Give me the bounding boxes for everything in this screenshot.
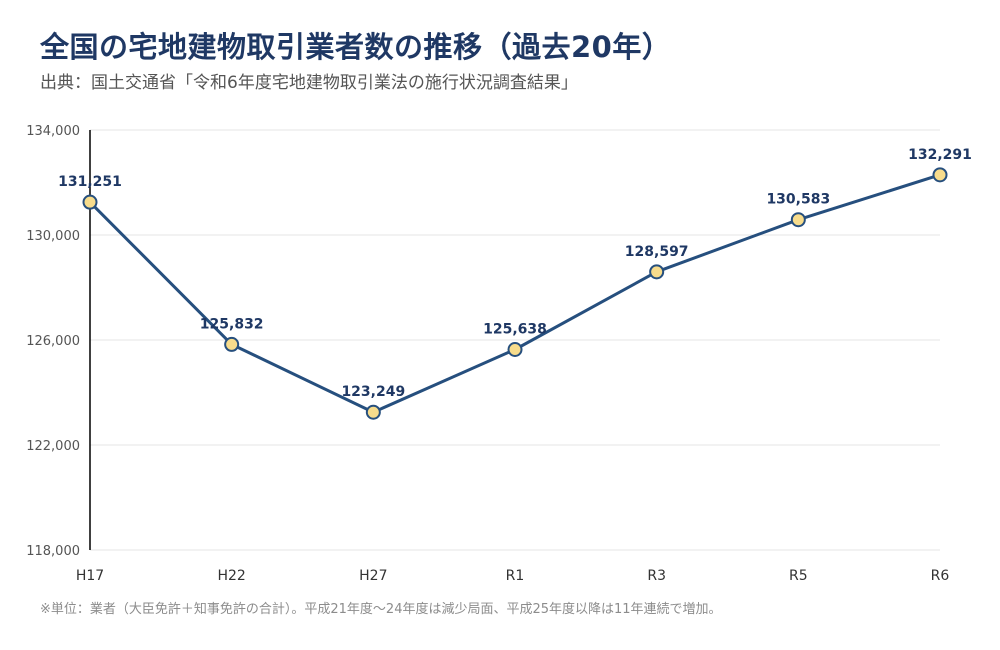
data-label: 125,638 <box>483 322 547 338</box>
x-tick-label: R3 <box>647 568 666 584</box>
y-tick-label: 118,000 <box>26 544 80 559</box>
x-tick-label: H22 <box>217 568 245 584</box>
data-point <box>790 212 806 228</box>
y-tick-label: 122,000 <box>26 439 80 454</box>
chart-title: 全国の宅地建物取引業者数の推移（過去20年） <box>40 30 672 64</box>
y-tick-labels: 118,000 122,000 126,000 130,000 134,000 <box>26 124 80 559</box>
data-point <box>507 342 523 358</box>
data-point <box>365 404 381 420</box>
data-label: 132,291 <box>908 147 972 163</box>
series-line <box>88 173 941 414</box>
x-tick-label: R1 <box>506 568 525 584</box>
x-tick-label: R6 <box>931 568 950 584</box>
x-tick-label: H27 <box>359 568 387 584</box>
y-tick-label: 126,000 <box>26 334 80 349</box>
x-tick-label: R5 <box>789 568 808 584</box>
x-tick-labels: H17 H22 H27 R1 R3 R5 R6 <box>76 568 950 584</box>
data-point <box>82 194 98 210</box>
data-point <box>224 336 240 352</box>
data-point <box>649 264 665 280</box>
footnote: ※単位：業者（大臣免許＋知事免許の合計）。平成21年度〜24年度は減少局面、平成… <box>40 602 722 617</box>
data-label: 128,597 <box>625 244 689 260</box>
data-labels: 131,251 125,832 123,249 125,638 128,597 130,5… <box>58 147 972 400</box>
chart-source: 出典：国土交通省「令和6年度宅地建物取引業法の施行状況調査結果」 <box>40 73 578 93</box>
data-label: 130,583 <box>766 192 830 208</box>
data-label: 131,251 <box>58 174 122 190</box>
data-point <box>932 167 948 183</box>
data-label: 125,832 <box>200 316 264 332</box>
y-tick-label: 130,000 <box>26 229 80 244</box>
y-tick-label: 134,000 <box>26 124 80 139</box>
data-points <box>82 167 948 420</box>
x-tick-label: H17 <box>76 568 104 584</box>
data-label: 123,249 <box>341 384 405 400</box>
gridlines <box>90 129 940 551</box>
